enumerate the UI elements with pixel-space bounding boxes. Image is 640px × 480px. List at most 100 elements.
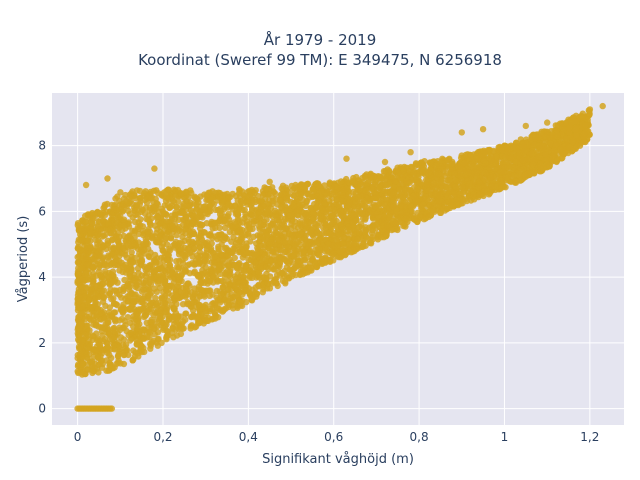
scatter-point (154, 213, 161, 220)
scatter-point (394, 169, 402, 176)
scatter-point (488, 182, 495, 190)
scatter-point (355, 224, 362, 231)
scatter-point (136, 250, 143, 257)
scatter-point (212, 220, 219, 227)
scatter-point (182, 310, 190, 317)
scatter-point (300, 247, 308, 255)
scatter-point (229, 298, 236, 305)
scatter-point (113, 360, 120, 367)
scatter-point (333, 236, 340, 243)
scatter-point (110, 245, 117, 252)
scatter-point (542, 133, 549, 140)
scatter-point (467, 161, 475, 168)
scatter-point (248, 252, 255, 260)
scatter-point (229, 224, 236, 232)
scatter-point (126, 291, 133, 299)
scatter-point (248, 274, 256, 281)
scatter-point (305, 241, 312, 249)
scatter-point (241, 206, 248, 214)
scatter-point (148, 318, 155, 326)
scatter-point (160, 210, 168, 217)
scatter-point (202, 209, 209, 217)
scatter-point (216, 224, 223, 232)
scatter-point (250, 233, 257, 240)
scatter-point (268, 235, 276, 243)
scatter-point (553, 131, 561, 138)
scatter-point (438, 176, 445, 184)
scatter-point (114, 230, 122, 237)
scatter-point (231, 273, 239, 280)
scatter-point (116, 317, 123, 324)
scatter-point (352, 198, 359, 206)
scatter-point (247, 238, 254, 245)
scatter-point (74, 220, 82, 227)
scatter-point (184, 300, 191, 308)
scatter-point (425, 213, 432, 221)
scatter-point (104, 344, 111, 351)
scatter-point (350, 240, 358, 248)
scatter-point (135, 239, 142, 246)
scatter-point (130, 356, 137, 363)
scatter-point (490, 147, 497, 155)
scatter-point (89, 273, 97, 281)
scatter-point (171, 314, 178, 321)
scatter-point (126, 273, 133, 280)
scatter-point (163, 241, 171, 248)
scatter-point (89, 304, 96, 311)
scatter-point (353, 245, 360, 253)
scatter-point (125, 351, 132, 359)
scatter-point (203, 245, 211, 253)
scatter-point (240, 273, 247, 280)
scatter-point (487, 174, 494, 181)
scatter-point (340, 234, 347, 242)
scatter-point (552, 142, 560, 149)
scatter-point (307, 264, 314, 271)
scatter-point (226, 273, 234, 280)
scatter-point (232, 239, 240, 247)
scatter-point (196, 225, 204, 232)
scatter-point (306, 248, 314, 255)
chart-title-line-2: Koordinat (Sweref 99 TM): E 349475, N 62… (138, 51, 502, 69)
scatter-point (259, 289, 266, 296)
scatter-point (172, 211, 180, 218)
scatter-point (124, 234, 131, 241)
scatter-point (507, 154, 515, 161)
scatter-point (160, 247, 167, 254)
scatter-point (291, 218, 299, 225)
scatter-point (188, 189, 195, 197)
scatter-point (535, 142, 543, 150)
scatter-point (281, 215, 289, 223)
scatter-point (191, 261, 199, 268)
scatter-point (461, 159, 468, 167)
scatter-point (529, 161, 537, 168)
scatter-point (197, 193, 204, 200)
scatter-point (105, 221, 112, 228)
scatter-point (130, 347, 137, 354)
scatter-point (95, 369, 102, 376)
scatter-point (177, 189, 184, 197)
scatter-point (181, 289, 188, 296)
scatter-point (164, 202, 172, 209)
scatter-point (572, 126, 579, 133)
scatter-point (403, 178, 410, 185)
scatter-point (100, 315, 108, 322)
scatter-point (345, 235, 352, 243)
scatter-point (79, 265, 86, 272)
scatter-point (406, 187, 414, 194)
scatter-point (417, 213, 424, 221)
scatter-point (243, 287, 250, 294)
scatter-point (171, 305, 178, 312)
scatter-point (163, 334, 170, 341)
scatter-point (457, 154, 465, 162)
scatter-point (120, 216, 128, 223)
scatter-point (303, 197, 311, 205)
scatter-point (322, 236, 330, 243)
scatter-point (95, 354, 102, 362)
scatter-point (175, 265, 182, 272)
scatter-point (535, 153, 542, 160)
scatter-point (528, 150, 535, 157)
scatter-point (419, 201, 427, 208)
scatter-point (297, 270, 304, 278)
